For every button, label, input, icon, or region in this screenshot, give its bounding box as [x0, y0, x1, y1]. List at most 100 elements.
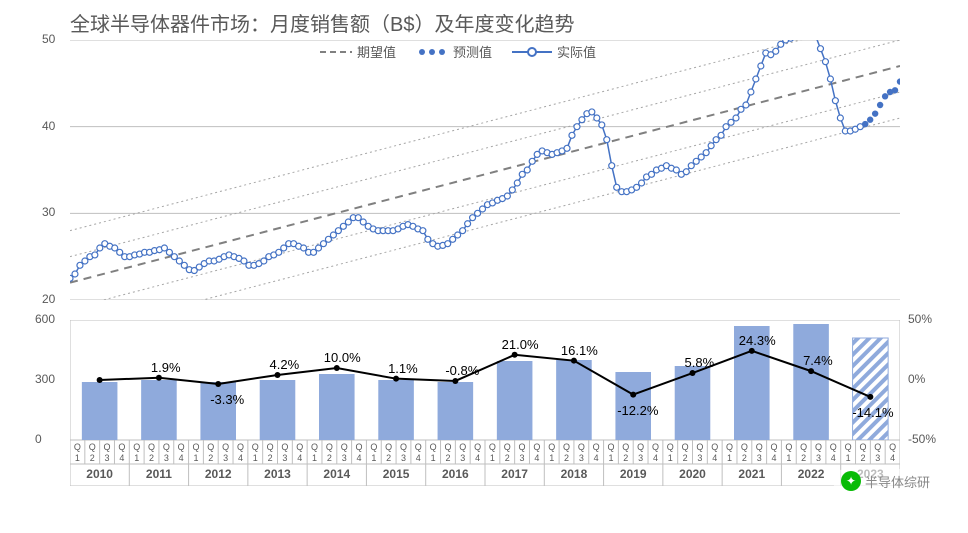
pct-value-label: 16.1% — [561, 343, 598, 358]
svg-text:Q: Q — [281, 442, 288, 452]
svg-text:Q: Q — [356, 442, 363, 452]
svg-text:Q: Q — [267, 442, 274, 452]
svg-text:Q: Q — [444, 442, 451, 452]
svg-text:Q: Q — [74, 442, 81, 452]
svg-text:1: 1 — [371, 453, 376, 463]
svg-text:3: 3 — [460, 453, 465, 463]
svg-text:2: 2 — [683, 453, 688, 463]
svg-text:Q: Q — [756, 442, 763, 452]
svg-text:Q: Q — [682, 442, 689, 452]
svg-text:Q: Q — [845, 442, 852, 452]
svg-text:2: 2 — [208, 453, 213, 463]
svg-text:Q: Q — [311, 442, 318, 452]
bar-ytick: 300 — [35, 372, 55, 386]
top-chart — [70, 40, 900, 300]
svg-text:Q: Q — [474, 442, 481, 452]
svg-text:Q: Q — [222, 442, 229, 452]
bar-ytick: 0 — [35, 432, 42, 446]
svg-text:4: 4 — [416, 453, 421, 463]
svg-text:Q: Q — [637, 442, 644, 452]
svg-text:4: 4 — [119, 453, 124, 463]
svg-text:2: 2 — [327, 453, 332, 463]
svg-text:1: 1 — [253, 453, 258, 463]
svg-text:Q: Q — [178, 442, 185, 452]
svg-text:Q: Q — [104, 442, 111, 452]
svg-text:Q: Q — [326, 442, 333, 452]
svg-text:Q: Q — [237, 442, 244, 452]
svg-text:Q: Q — [415, 442, 422, 452]
svg-text:4: 4 — [357, 453, 362, 463]
svg-text:4: 4 — [890, 453, 895, 463]
svg-text:Q: Q — [400, 442, 407, 452]
pct-value-label: 5.8% — [685, 355, 715, 370]
svg-text:2: 2 — [90, 453, 95, 463]
svg-text:Q: Q — [815, 442, 822, 452]
svg-text:3: 3 — [816, 453, 821, 463]
pct-ytick: -50% — [908, 432, 936, 446]
top-ytick: 40 — [42, 119, 55, 133]
svg-text:2019: 2019 — [620, 467, 647, 481]
svg-text:3: 3 — [697, 453, 702, 463]
svg-text:Q: Q — [874, 442, 881, 452]
watermark: ✦ 半导体综研 — [833, 469, 938, 493]
svg-text:3: 3 — [342, 453, 347, 463]
svg-text:2: 2 — [564, 453, 569, 463]
svg-text:2021: 2021 — [738, 467, 765, 481]
svg-text:4: 4 — [653, 453, 658, 463]
legend: 期望值 预测值 实际值 — [320, 42, 596, 61]
svg-text:3: 3 — [282, 453, 287, 463]
watermark-text: 半导体综研 — [865, 472, 930, 491]
svg-text:1: 1 — [193, 453, 198, 463]
svg-text:2014: 2014 — [323, 467, 350, 481]
svg-text:Q: Q — [370, 442, 377, 452]
svg-text:Q: Q — [859, 442, 866, 452]
svg-text:Q: Q — [785, 442, 792, 452]
svg-text:Q: Q — [252, 442, 259, 452]
svg-text:2: 2 — [860, 453, 865, 463]
svg-text:2: 2 — [801, 453, 806, 463]
svg-text:3: 3 — [105, 453, 110, 463]
pct-value-label: 10.0% — [324, 350, 361, 365]
svg-text:1: 1 — [549, 453, 554, 463]
svg-text:Q: Q — [192, 442, 199, 452]
svg-text:4: 4 — [831, 453, 836, 463]
svg-text:Q: Q — [667, 442, 674, 452]
svg-text:2012: 2012 — [205, 467, 232, 481]
svg-text:Q: Q — [89, 442, 96, 452]
svg-text:2013: 2013 — [264, 467, 291, 481]
svg-text:4: 4 — [772, 453, 777, 463]
svg-text:Q: Q — [504, 442, 511, 452]
svg-text:2: 2 — [268, 453, 273, 463]
legend-actual: 实际值 — [512, 42, 596, 61]
svg-text:4: 4 — [179, 453, 184, 463]
legend-forecast: 预测值 — [416, 42, 492, 61]
legend-forecast-label: 预测值 — [453, 42, 492, 61]
svg-text:Q: Q — [489, 442, 496, 452]
svg-text:Q: Q — [830, 442, 837, 452]
pct-ytick: 0% — [908, 372, 925, 386]
svg-text:Q: Q — [652, 442, 659, 452]
svg-text:3: 3 — [164, 453, 169, 463]
svg-text:Q: Q — [163, 442, 170, 452]
svg-text:Q: Q — [607, 442, 614, 452]
pct-value-label: -14.1% — [852, 405, 893, 420]
svg-text:Q: Q — [741, 442, 748, 452]
svg-text:Q: Q — [563, 442, 570, 452]
svg-text:1: 1 — [431, 453, 436, 463]
pct-value-label: -3.3% — [210, 392, 244, 407]
pct-ytick: 50% — [908, 312, 932, 326]
svg-text:2010: 2010 — [86, 467, 113, 481]
svg-text:Q: Q — [133, 442, 140, 452]
svg-text:Q: Q — [148, 442, 155, 452]
legend-expected: 期望值 — [320, 42, 396, 61]
svg-text:2018: 2018 — [561, 467, 588, 481]
svg-text:1: 1 — [727, 453, 732, 463]
svg-text:3: 3 — [401, 453, 406, 463]
pct-value-label: 24.3% — [739, 333, 776, 348]
svg-text:1: 1 — [490, 453, 495, 463]
legend-expected-label: 期望值 — [357, 42, 396, 61]
svg-text:1: 1 — [786, 453, 791, 463]
svg-text:Q: Q — [296, 442, 303, 452]
svg-text:1: 1 — [134, 453, 139, 463]
svg-text:1: 1 — [312, 453, 317, 463]
